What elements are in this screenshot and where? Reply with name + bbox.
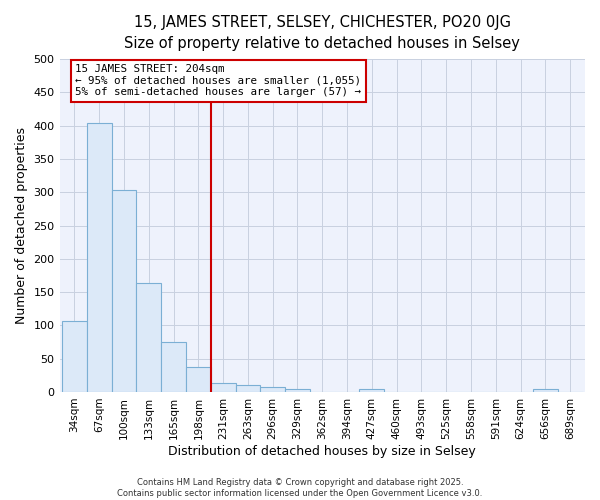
Bar <box>533 388 558 392</box>
Bar <box>285 388 310 392</box>
Text: 15 JAMES STREET: 204sqm
← 95% of detached houses are smaller (1,055)
5% of semi-: 15 JAMES STREET: 204sqm ← 95% of detache… <box>76 64 361 98</box>
Y-axis label: Number of detached properties: Number of detached properties <box>15 127 28 324</box>
Text: Contains HM Land Registry data © Crown copyright and database right 2025.
Contai: Contains HM Land Registry data © Crown c… <box>118 478 482 498</box>
Bar <box>186 366 211 392</box>
Bar <box>260 388 285 392</box>
Bar <box>112 190 136 392</box>
Title: 15, JAMES STREET, SELSEY, CHICHESTER, PO20 0JG
Size of property relative to deta: 15, JAMES STREET, SELSEY, CHICHESTER, PO… <box>124 15 520 51</box>
Bar <box>136 284 161 392</box>
Bar <box>236 386 260 392</box>
Bar <box>87 123 112 392</box>
X-axis label: Distribution of detached houses by size in Selsey: Distribution of detached houses by size … <box>169 444 476 458</box>
Bar <box>359 388 384 392</box>
Bar <box>211 384 236 392</box>
Bar <box>161 342 186 392</box>
Bar <box>62 320 87 392</box>
